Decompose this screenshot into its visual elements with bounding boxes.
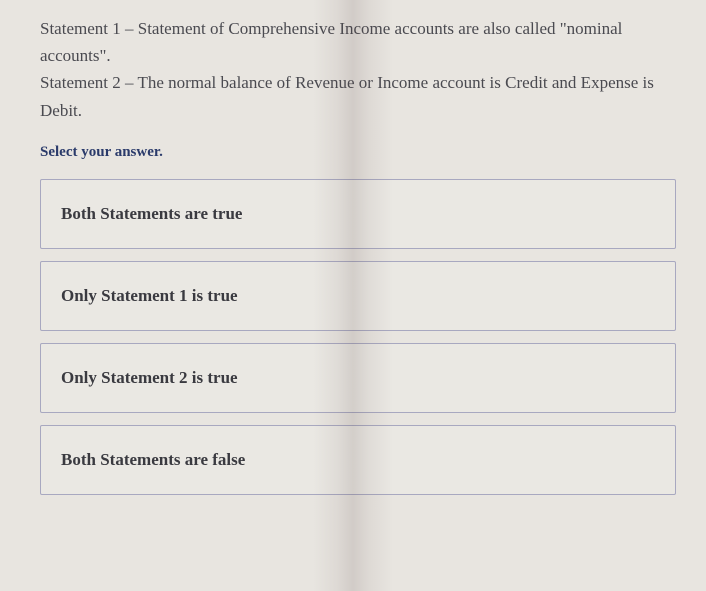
option-only-2-true[interactable]: Only Statement 2 is true [40, 343, 676, 413]
option-label: Both Statements are true [61, 204, 242, 223]
option-label: Only Statement 1 is true [61, 286, 238, 305]
option-label: Both Statements are false [61, 450, 245, 469]
option-both-false[interactable]: Both Statements are false [40, 425, 676, 495]
question-block: Statement 1 – Statement of Comprehensive… [40, 15, 676, 124]
statement-2-label: Statement 2 – [40, 73, 137, 92]
option-both-true[interactable]: Both Statements are true [40, 179, 676, 249]
option-only-1-true[interactable]: Only Statement 1 is true [40, 261, 676, 331]
statement-1-label: Statement 1 – [40, 19, 138, 38]
options-list: Both Statements are true Only Statement … [40, 179, 676, 495]
statement-1: Statement 1 – Statement of Comprehensive… [40, 15, 676, 69]
statement-2: Statement 2 – The normal balance of Reve… [40, 69, 676, 123]
option-label: Only Statement 2 is true [61, 368, 238, 387]
select-answer-prompt: Select your answer. [40, 144, 676, 161]
